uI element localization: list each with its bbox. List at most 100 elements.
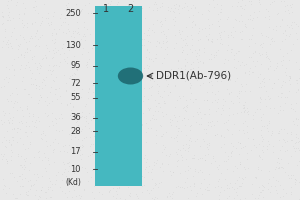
Point [251,51,256,55]
Text: 130: 130 [65,40,81,49]
Point [229,151,234,155]
Point [161,147,166,151]
Point [217,197,222,200]
Point [50,31,55,34]
Point [224,69,228,72]
Point [281,187,286,190]
Point [65,56,70,59]
Point [26,124,31,127]
Point [257,0,262,2]
Point [232,197,236,200]
Point [290,2,295,5]
Point [37,156,41,159]
Point [50,182,54,186]
Point [193,167,198,170]
Point [142,156,147,159]
Point [37,98,42,102]
Point [136,181,141,184]
Point [175,133,180,137]
Point [236,128,241,131]
Point [152,161,157,164]
Point [146,86,151,89]
Point [93,33,98,36]
Point [59,128,64,131]
Point [46,68,51,71]
Point [46,177,51,180]
Point [148,57,153,60]
Point [254,107,259,110]
Point [270,144,275,148]
Point [50,33,55,36]
Point [15,130,20,134]
Point [69,108,74,112]
Point [28,161,33,164]
Point [260,135,265,138]
Point [103,136,108,139]
Point [8,18,12,21]
Point [64,175,69,178]
Point [4,139,8,142]
Point [133,64,138,67]
Point [164,196,169,199]
Point [260,52,264,55]
Point [141,38,146,41]
Point [124,69,129,72]
Point [230,4,235,8]
Point [249,38,254,41]
Point [280,92,284,95]
Point [5,6,10,9]
Point [279,166,283,169]
Point [52,147,57,150]
Point [5,4,10,7]
Point [198,84,203,87]
Point [14,197,19,200]
Point [250,118,255,121]
Point [28,77,33,80]
Point [148,93,153,97]
Point [7,68,12,71]
Point [99,175,104,178]
Point [254,175,258,179]
Point [110,146,115,149]
Point [14,101,19,104]
Point [253,65,258,68]
Point [184,158,188,161]
Point [196,54,201,57]
Point [277,166,282,169]
Point [93,176,98,179]
Point [197,27,202,30]
Point [116,54,121,57]
Point [108,152,113,155]
Point [238,13,243,16]
Point [18,155,23,158]
Point [173,150,178,153]
Point [244,107,249,110]
Point [18,33,23,36]
Point [36,197,40,200]
Point [283,140,287,144]
Point [173,2,178,5]
Point [252,176,257,179]
Point [144,188,149,191]
Point [40,158,45,161]
Point [61,149,66,153]
Point [183,123,188,126]
Point [115,0,120,3]
Point [100,20,105,24]
Point [105,1,110,5]
Point [51,10,56,13]
Point [186,15,191,18]
Point [296,24,300,28]
Point [249,149,254,152]
Point [286,174,291,177]
Point [290,138,294,141]
Point [47,163,52,166]
Point [64,90,68,93]
Point [28,141,33,144]
Point [11,116,15,119]
Point [94,174,99,178]
Point [101,144,106,147]
Point [56,116,61,119]
Point [104,148,109,151]
Point [133,73,137,76]
